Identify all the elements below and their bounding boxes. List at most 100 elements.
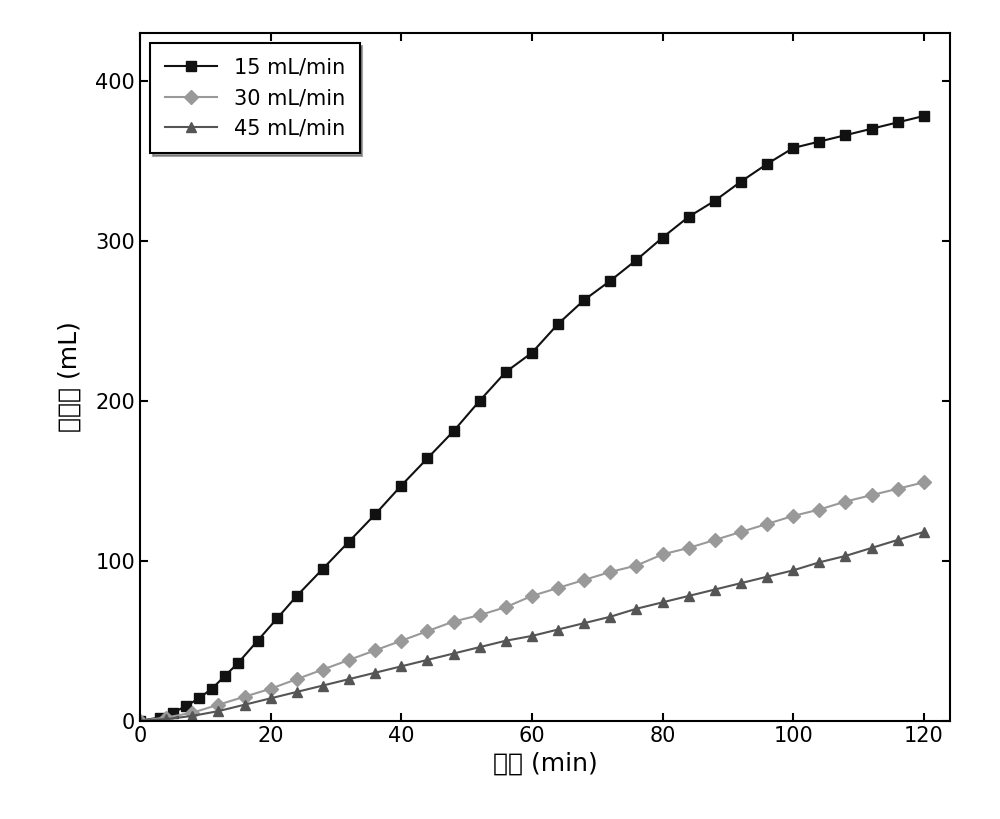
15 mL/min [839,130,851,140]
30 mL/min [866,491,878,500]
30 mL/min [630,561,642,571]
Line: 30 mL/min: 30 mL/min [135,477,929,726]
30 mL/min [160,713,172,722]
15 mL/min [526,348,538,358]
15 mL/min [343,536,355,546]
45 mL/min [683,591,695,601]
15 mL/min [395,481,407,491]
15 mL/min [630,255,642,265]
30 mL/min [212,699,224,709]
15 mL/min [232,658,244,668]
15 mL/min [206,684,218,694]
15 mL/min [193,694,205,704]
15 mL/min [500,367,512,377]
45 mL/min [866,543,878,553]
45 mL/min [839,551,851,561]
15 mL/min [271,613,283,623]
45 mL/min [343,674,355,684]
30 mL/min [343,655,355,665]
15 mL/min [709,196,721,206]
30 mL/min [317,664,329,674]
30 mL/min [526,591,538,601]
30 mL/min [134,716,146,726]
15 mL/min [369,509,381,519]
15 mL/min [448,426,460,436]
45 mL/min [735,578,747,588]
30 mL/min [421,627,433,636]
15 mL/min [735,177,747,187]
15 mL/min [552,319,564,329]
15 mL/min [892,117,904,127]
15 mL/min [761,159,773,169]
45 mL/min [395,662,407,672]
15 mL/min [683,212,695,222]
45 mL/min [813,558,825,568]
30 mL/min [839,496,851,506]
Line: 45 mL/min: 45 mL/min [135,527,929,726]
45 mL/min [291,687,303,697]
45 mL/min [892,535,904,545]
45 mL/min [265,694,277,704]
45 mL/min [604,612,616,622]
30 mL/min [787,511,799,521]
45 mL/min [918,527,930,536]
15 mL/min [154,713,166,722]
15 mL/min [421,454,433,464]
30 mL/min [709,535,721,545]
30 mL/min [265,684,277,694]
15 mL/min [918,111,930,121]
15 mL/min [219,671,231,681]
15 mL/min [578,295,590,305]
15 mL/min [657,233,669,242]
15 mL/min [317,563,329,573]
45 mL/min [134,716,146,726]
45 mL/min [552,625,564,635]
30 mL/min [813,505,825,514]
30 mL/min [395,636,407,645]
Line: 15 mL/min: 15 mL/min [135,111,929,726]
30 mL/min [761,519,773,529]
Legend: 15 mL/min, 30 mL/min, 45 mL/min: 15 mL/min, 30 mL/min, 45 mL/min [150,43,360,153]
45 mL/min [212,706,224,716]
15 mL/min [134,716,146,726]
30 mL/min [291,674,303,684]
30 mL/min [892,484,904,494]
15 mL/min [866,124,878,133]
45 mL/min [630,604,642,613]
30 mL/min [918,477,930,487]
45 mL/min [578,618,590,628]
15 mL/min [813,137,825,147]
45 mL/min [421,655,433,665]
45 mL/min [787,565,799,575]
30 mL/min [578,575,590,585]
45 mL/min [448,649,460,658]
30 mL/min [500,602,512,612]
30 mL/min [657,550,669,559]
30 mL/min [604,567,616,577]
30 mL/min [474,610,486,620]
15 mL/min [474,396,486,405]
30 mL/min [552,583,564,593]
45 mL/min [526,631,538,640]
45 mL/min [761,572,773,581]
30 mL/min [735,527,747,536]
30 mL/min [186,708,198,717]
15 mL/min [291,591,303,601]
30 mL/min [239,692,251,702]
45 mL/min [657,597,669,607]
45 mL/min [500,636,512,645]
45 mL/min [317,681,329,690]
45 mL/min [239,699,251,709]
30 mL/min [683,543,695,553]
15 mL/min [180,701,192,711]
15 mL/min [167,708,179,717]
30 mL/min [369,645,381,655]
30 mL/min [448,617,460,627]
X-axis label: 时间 (min): 时间 (min) [493,751,597,775]
45 mL/min [709,585,721,595]
Y-axis label: 产气量 (mL): 产气量 (mL) [58,321,82,432]
45 mL/min [369,667,381,677]
45 mL/min [186,711,198,721]
15 mL/min [787,143,799,153]
15 mL/min [252,636,264,645]
